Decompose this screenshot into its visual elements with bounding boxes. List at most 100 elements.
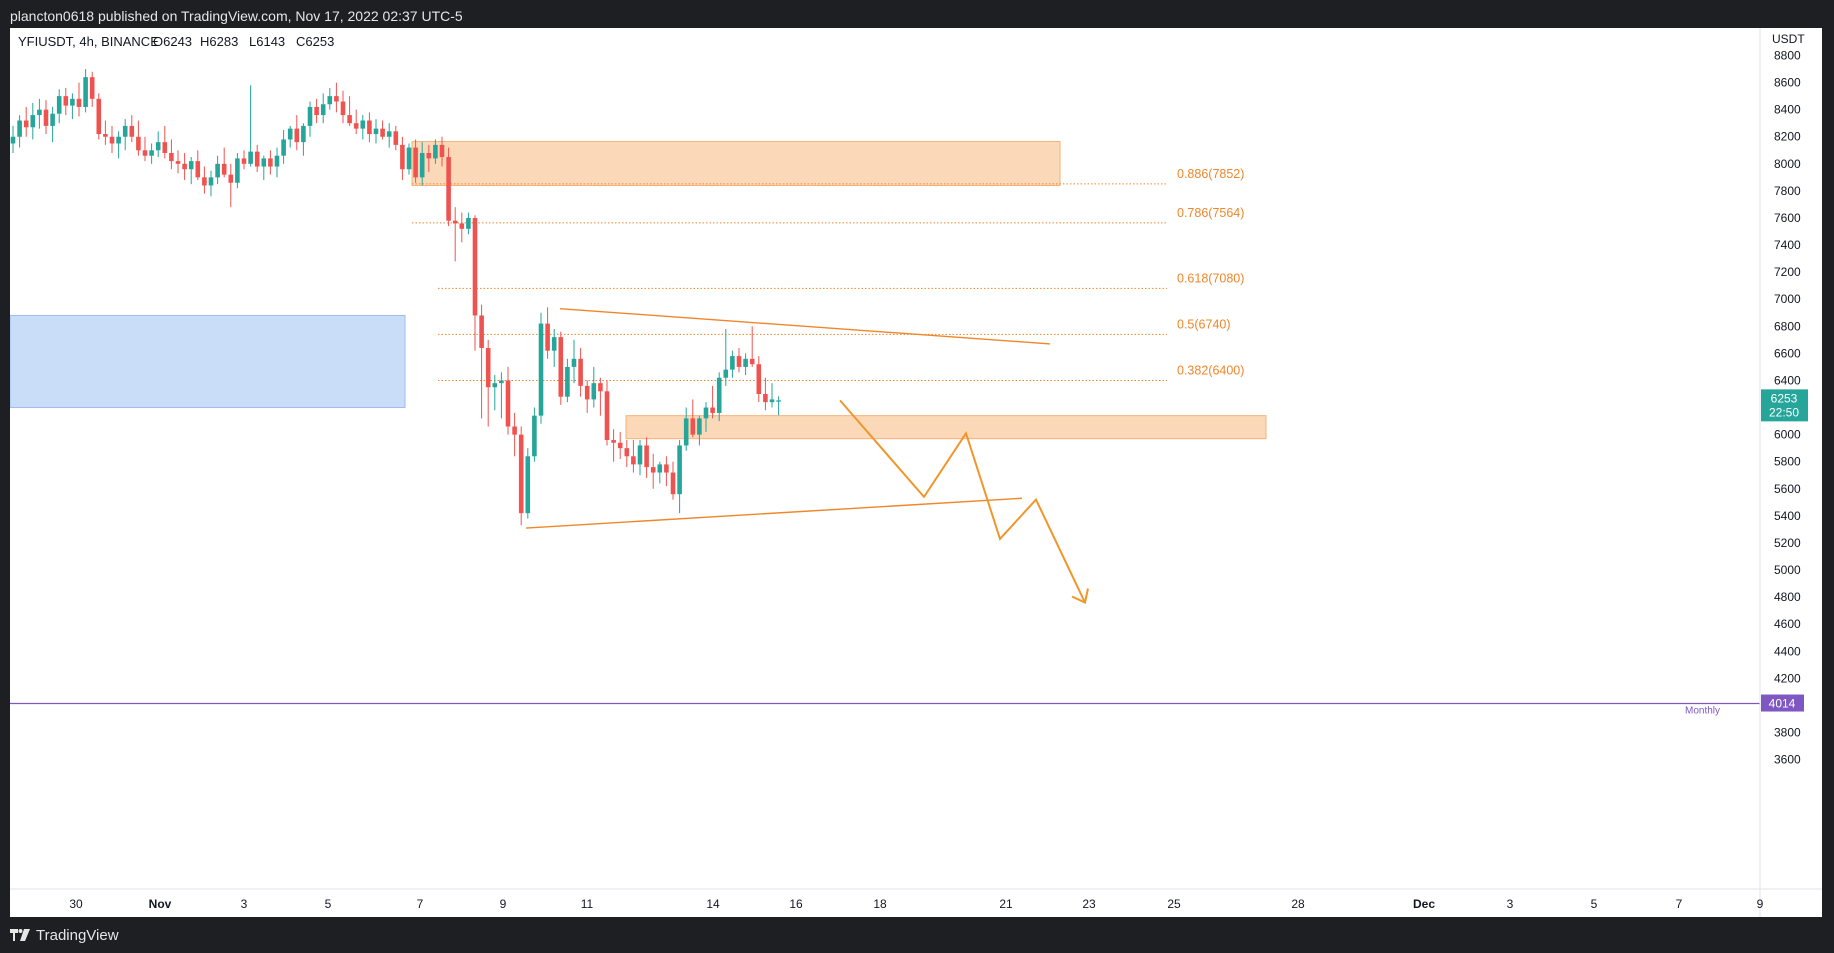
price-tick: 7000 xyxy=(1774,292,1801,306)
candle-up xyxy=(499,380,504,384)
candle-up xyxy=(215,163,220,178)
projection-path[interactable] xyxy=(839,399,1086,603)
legend-open: O6243 xyxy=(153,34,192,49)
candle-up xyxy=(677,445,682,495)
candle-up xyxy=(248,151,253,164)
candle-down xyxy=(162,142,168,153)
candle-down xyxy=(644,445,649,468)
candle-up xyxy=(525,456,531,514)
candle-up xyxy=(307,106,313,126)
candle-up xyxy=(492,383,498,388)
supply-zone[interactable] xyxy=(411,140,1061,186)
candle-up xyxy=(373,128,379,135)
candle-down xyxy=(109,136,115,144)
candle-up xyxy=(565,366,570,397)
triangle-upper-trendline[interactable] xyxy=(559,307,1051,345)
candle-up xyxy=(122,125,128,137)
candle-up xyxy=(116,136,121,144)
tradingview-logo-icon xyxy=(10,929,30,941)
candle-up xyxy=(571,358,577,367)
candle-down xyxy=(664,464,669,473)
candle-up xyxy=(776,400,781,402)
candle-down xyxy=(512,426,517,435)
time-tick: 21 xyxy=(999,897,1013,911)
tradingview-brand: TradingView xyxy=(36,926,119,944)
candle-up xyxy=(716,377,722,413)
candle-up xyxy=(281,139,286,156)
tradingview-logo[interactable]: TradingView xyxy=(10,927,119,944)
candle-up xyxy=(17,120,22,137)
triangle-lower-trendline[interactable] xyxy=(525,497,1023,529)
candle-down xyxy=(617,442,623,449)
candle-up xyxy=(37,109,42,116)
legend-symbol: YFIUSDT, 4h, BINANCE xyxy=(18,34,159,49)
time-tick: 9 xyxy=(500,897,507,911)
demand-zone-left[interactable] xyxy=(10,314,406,409)
candlestick-chart[interactable]: 0.886(7852) 0.786(7564) 0.618(7080) 0.5(674… xyxy=(10,28,1822,917)
monthly-level-value: 4014 xyxy=(1769,697,1796,711)
candle-up xyxy=(743,358,748,367)
price-tick: 4800 xyxy=(1774,590,1801,604)
time-scale[interactable]: 30 Nov 3 5 7 9 11 14 16 18 21 23 25 28 Dec 3 5 7 9 xyxy=(69,897,1763,911)
candle-up xyxy=(730,356,735,370)
candle-up xyxy=(703,407,709,419)
price-tick: 4200 xyxy=(1774,671,1801,685)
demand-zone-upper[interactable] xyxy=(625,415,1267,440)
candle-down xyxy=(749,358,755,365)
price-tick: 4400 xyxy=(1774,644,1801,658)
candle-down xyxy=(182,163,187,170)
price-tick: 5800 xyxy=(1774,455,1801,469)
candle-down xyxy=(294,128,300,143)
candle-down xyxy=(393,131,399,145)
candle-down xyxy=(650,467,656,473)
candle-down xyxy=(202,177,207,186)
candle-down xyxy=(23,120,29,128)
candle-down xyxy=(413,147,418,178)
candle-up xyxy=(591,383,597,400)
time-tick: 7 xyxy=(417,897,424,911)
candle-down xyxy=(353,123,359,129)
legend-low: L6143 xyxy=(249,34,285,49)
price-tick: 3800 xyxy=(1774,726,1801,740)
chart-frame[interactable]: 0.886(7852) 0.786(7564) 0.618(7080) 0.5(674… xyxy=(10,28,1822,917)
candle-down xyxy=(578,358,583,386)
symbol-legend[interactable]: YFIUSDT, 4h, BINANCE O6243 H6283 L6143 C… xyxy=(18,34,334,49)
time-tick: Nov xyxy=(149,897,172,911)
candle-down xyxy=(241,158,247,164)
candle-down xyxy=(175,161,181,164)
time-tick: Dec xyxy=(1413,897,1435,911)
candle-down xyxy=(624,448,630,457)
candle-down xyxy=(347,115,352,124)
candle-down xyxy=(763,394,768,403)
candle-down xyxy=(690,418,696,435)
price-tick: 6800 xyxy=(1774,319,1801,333)
candle-down xyxy=(254,151,260,167)
candle-up xyxy=(287,128,293,140)
candle-down xyxy=(367,120,372,135)
candle-down xyxy=(400,144,405,170)
candle-down xyxy=(584,385,590,400)
price-tick: 3600 xyxy=(1774,753,1801,767)
candle-up xyxy=(697,418,702,435)
candle-up xyxy=(301,125,306,143)
projection-arrowhead xyxy=(1071,588,1089,604)
candle-down xyxy=(334,96,339,102)
candle-down xyxy=(439,144,445,158)
last-price-countdown: 22:50 xyxy=(1769,405,1799,419)
candle-down xyxy=(736,356,742,367)
candle-up xyxy=(532,415,537,457)
candle-up xyxy=(538,323,544,416)
price-tick: 7400 xyxy=(1774,238,1801,252)
candle-up xyxy=(10,136,16,144)
time-tick: 16 xyxy=(789,897,803,911)
candle-down xyxy=(479,315,484,348)
candle-down xyxy=(103,134,108,137)
time-tick: 9 xyxy=(1757,897,1764,911)
fib-retracement[interactable]: 0.886(7852) 0.786(7564) 0.618(7080) 0.5(674… xyxy=(412,167,1244,381)
candle-up xyxy=(360,120,366,129)
time-tick: 3 xyxy=(241,897,248,911)
candle-up xyxy=(320,104,326,116)
candle-down xyxy=(426,152,432,159)
candle-up xyxy=(551,337,557,351)
candle-down xyxy=(96,98,102,135)
